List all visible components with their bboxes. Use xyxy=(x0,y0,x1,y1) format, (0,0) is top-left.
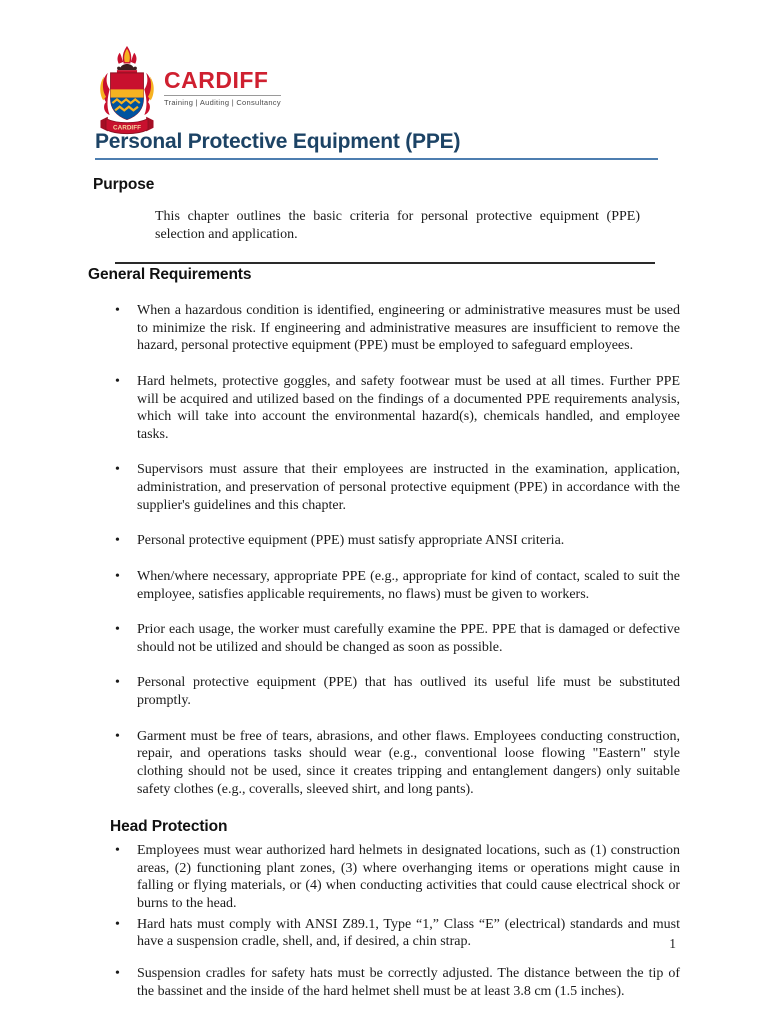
bullet-item: • Garment must be free of tears, abrasio… xyxy=(95,728,680,799)
bullet-text: Hard hats must comply with ANSI Z89.1, T… xyxy=(137,916,680,950)
bullet-marker: • xyxy=(115,373,120,389)
bullet-marker: • xyxy=(115,916,120,932)
bullet-marker: • xyxy=(115,568,120,584)
section-heading-head-protection: Head Protection xyxy=(110,818,228,836)
bullet-marker: • xyxy=(115,462,120,478)
bullet-item: • When/where necessary, appropriate PPE … xyxy=(95,568,680,603)
bullet-text: When/where necessary, appropriate PPE (e… xyxy=(137,568,680,602)
bullet-text: When a hazardous condition is identified… xyxy=(137,303,680,354)
bullet-text: Personal protective equipment (PPE) that… xyxy=(137,675,680,708)
bullet-marker: • xyxy=(115,622,120,638)
bullet-item: • Employees must wear authorized hard he… xyxy=(95,842,680,913)
bullet-list-general: • When a hazardous condition is identifi… xyxy=(95,302,680,798)
title-rule xyxy=(95,158,658,161)
bullet-item: • Personal protective equipment (PPE) mu… xyxy=(95,532,680,550)
bullet-text: Personal protective equipment (PPE) must… xyxy=(137,533,565,549)
brand-name: CARDIFF xyxy=(164,67,269,93)
bullet-item: • Prior each usage, the worker must care… xyxy=(95,621,680,656)
logo: CARDIFF CARDIFF Training | Auditing | Co… xyxy=(95,45,680,141)
bullet-marker: • xyxy=(115,843,120,859)
bullet-list-head-protection: • Employees must wear authorized hard he… xyxy=(95,842,680,1000)
page-number: 1 xyxy=(669,936,676,951)
page-title: Personal Protective Equipment (PPE) xyxy=(95,130,461,153)
brand-tagline: Training | Auditing | Consultancy xyxy=(164,95,281,107)
bullet-text: Prior each usage, the worker must carefu… xyxy=(137,622,680,655)
brand-text: CARDIFF Training | Auditing | Consultanc… xyxy=(164,69,281,107)
crest-banner-text: CARDIFF xyxy=(113,125,141,132)
section-heading-general: General Requirements xyxy=(88,266,252,283)
purpose-paragraph: This chapter outlines the basic criteria… xyxy=(155,209,640,243)
bullet-item: • Hard helmets, protective goggles, and … xyxy=(95,373,680,444)
bullet-item: • Personal protective equipment (PPE) th… xyxy=(95,674,680,709)
cardiff-crest-icon: CARDIFF xyxy=(100,45,154,135)
bullet-marker: • xyxy=(115,728,120,744)
bullet-item: • Hard hats must comply with ANSI Z89.1,… xyxy=(95,916,680,951)
bullet-text: Employees must wear authorized hard helm… xyxy=(137,843,680,911)
bullet-item: • Suspension cradles for safety hats mus… xyxy=(95,965,680,1000)
bullet-text: Garment must be free of tears, abrasions… xyxy=(137,728,680,797)
bullet-marker: • xyxy=(115,965,120,981)
bullet-marker: • xyxy=(115,303,120,318)
bullet-text: Suspension cradles for safety hats must … xyxy=(137,965,680,999)
bullet-item: • When a hazardous condition is identifi… xyxy=(95,302,680,355)
bullet-marker: • xyxy=(115,533,120,549)
section-rule xyxy=(115,262,655,264)
bullet-text: Hard helmets, protective goggles, and sa… xyxy=(137,373,680,442)
bullet-text: Supervisors must assure that their emplo… xyxy=(137,462,680,513)
bullet-item: • Supervisors must assure that their emp… xyxy=(95,461,680,514)
bullet-marker: • xyxy=(115,675,120,691)
section-heading-purpose: Purpose xyxy=(93,176,155,194)
